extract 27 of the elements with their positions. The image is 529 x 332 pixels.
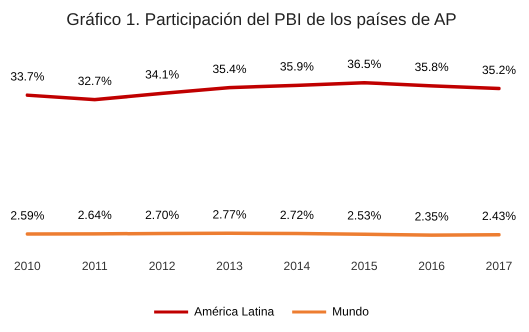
x-tick-label: 2013 (216, 259, 244, 274)
legend-label: América Latina (194, 304, 274, 318)
x-tick-label: 2015 (350, 259, 378, 274)
data-label: 2.70% (145, 208, 180, 222)
data-label: 2.77% (212, 208, 247, 222)
x-tick-label: 2010 (14, 259, 42, 274)
data-label: 2.59% (10, 208, 45, 222)
chart-title: Gráfico 1. Participación del PBI de los países de AP (66, 10, 457, 29)
data-label: 35.4% (212, 62, 247, 76)
data-label: 36.5% (347, 57, 382, 72)
x-tick-label: 2014 (284, 259, 311, 274)
data-label: 2.43% (482, 209, 516, 224)
x-tick-label: 2016 (418, 259, 446, 274)
data-label: 2.35% (414, 209, 449, 224)
x-tick-label: 2012 (148, 259, 176, 274)
data-label: 32.7% (78, 74, 112, 88)
x-tick-label: 2017 (486, 259, 513, 274)
data-label: 35.2% (482, 62, 516, 77)
data-label: 2.64% (78, 208, 112, 222)
legend-label: Mundo (332, 304, 370, 318)
data-label: 2.72% (280, 208, 314, 222)
data-label: 33.7% (10, 70, 45, 84)
data-label: 2.53% (347, 208, 382, 223)
x-tick-label: 2011 (82, 259, 108, 274)
data-label: 35.8% (414, 60, 449, 74)
data-label: 35.9% (280, 60, 314, 74)
data-label: 34.1% (145, 68, 180, 82)
